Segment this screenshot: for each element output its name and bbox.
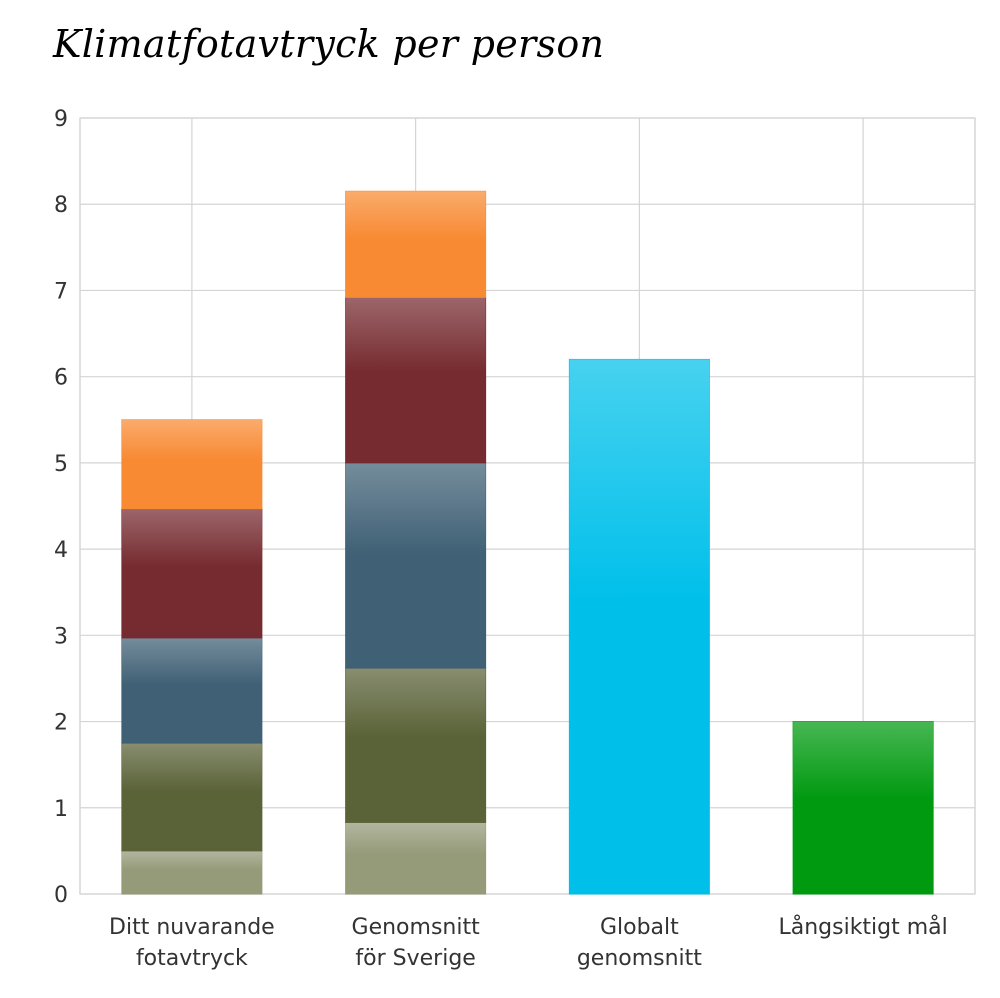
x-tick-label-line: Globalt bbox=[600, 915, 679, 940]
y-tick-label: 3 bbox=[54, 624, 68, 649]
y-axis: 0 1 2 3 4 5 6 7 8 9 bbox=[54, 107, 68, 908]
bar-segment-gloss bbox=[793, 721, 934, 894]
bar-segment-gloss bbox=[345, 668, 486, 823]
bar-segment-gloss bbox=[345, 297, 486, 463]
x-tick-label: Ditt nuvarande fotavtryck bbox=[109, 915, 275, 971]
x-tick-label-line: Långsiktigt mål bbox=[778, 914, 947, 940]
x-tick-label-line: fotavtryck bbox=[136, 946, 248, 971]
bar-segment-gloss bbox=[345, 462, 486, 669]
bar-segment-gloss bbox=[121, 508, 262, 638]
x-tick-label-line: Ditt nuvarande bbox=[109, 915, 275, 940]
chart-title: Klimatfotavtryck per person bbox=[53, 22, 605, 66]
bar-segment-gloss bbox=[569, 359, 710, 894]
x-tick-label-line: Genomsnitt bbox=[352, 915, 481, 940]
y-tick-label: 2 bbox=[54, 711, 68, 736]
x-axis: Ditt nuvarande fotavtryck Genomsnitt för Sv… bbox=[109, 914, 948, 971]
y-tick-label: 5 bbox=[54, 452, 68, 477]
x-tick-label: Genomsnitt för Sverige bbox=[352, 915, 481, 971]
y-tick-label: 0 bbox=[54, 883, 68, 908]
x-tick-label: Långsiktigt mål bbox=[778, 914, 947, 940]
bar-segment-gloss bbox=[345, 822, 486, 894]
x-tick-label-line: genomsnitt bbox=[577, 946, 702, 971]
y-tick-label: 6 bbox=[54, 366, 68, 391]
y-tick-label: 9 bbox=[54, 107, 68, 132]
x-tick-label-line: för Sverige bbox=[355, 946, 475, 971]
x-tick-label: Globalt genomsnitt bbox=[577, 915, 702, 971]
y-tick-label: 8 bbox=[54, 193, 68, 218]
bar-segment-gloss bbox=[121, 850, 262, 894]
bar-segment-gloss bbox=[121, 419, 262, 509]
y-tick-label: 1 bbox=[54, 797, 68, 822]
bar-segment-gloss bbox=[345, 191, 486, 298]
bars bbox=[121, 190, 934, 895]
bar-segment-gloss bbox=[121, 637, 262, 744]
y-tick-label: 7 bbox=[54, 279, 68, 304]
bar-segment-gloss bbox=[121, 743, 262, 851]
y-tick-label: 4 bbox=[54, 538, 68, 563]
